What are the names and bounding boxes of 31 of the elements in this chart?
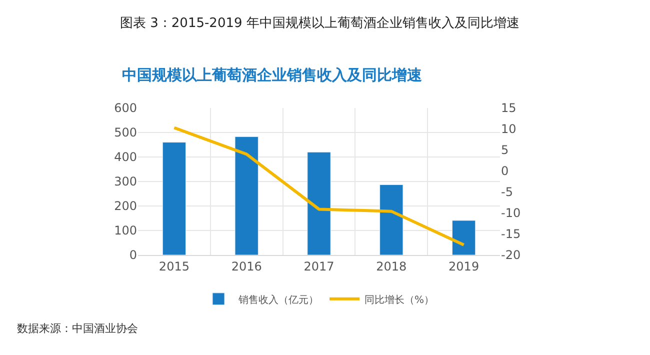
source-note: 数据来源：中国酒业协会 <box>17 322 138 335</box>
y-tick-label: 200 <box>114 199 137 214</box>
y2-tick-label: 15 <box>501 101 516 116</box>
y2-tick-label: 5 <box>501 143 509 158</box>
bar <box>162 142 186 255</box>
y-tick-label: 300 <box>114 174 137 189</box>
y-tick-label: 400 <box>114 150 137 164</box>
x-tick-label: 2019 <box>448 259 480 274</box>
bar <box>380 184 404 255</box>
x-tick-label: 2017 <box>304 259 334 274</box>
x-tick-label: 2018 <box>376 259 407 274</box>
y2-tick-label: 10 <box>501 122 516 136</box>
legend-label: 同比增长（%） <box>364 294 434 306</box>
bar <box>234 136 258 255</box>
y2-tick-label: -20 <box>501 248 521 262</box>
y2-tick-label: 0 <box>501 164 509 178</box>
y-tick-label: 500 <box>114 126 137 140</box>
legend-label: 销售收入（亿元） <box>238 294 318 306</box>
bar <box>307 152 331 255</box>
y-tick-label: 100 <box>114 224 137 238</box>
y2-tick-label: -10 <box>501 206 521 220</box>
y-tick-label: 600 <box>114 101 137 116</box>
x-tick-label: 2015 <box>158 259 190 274</box>
y2-tick-label: -15 <box>501 227 521 242</box>
chart-title: 图表 3：2015-2019 年中国规模以上葡萄酒企业销售收入及同比增速 <box>120 16 520 31</box>
x-tick-label: 2016 <box>231 259 262 274</box>
chart-subtitle: 中国规模以上葡萄酒企业销售收入及同比增速 <box>122 66 423 84</box>
line-series <box>172 126 466 246</box>
y2-tick-label: -5 <box>501 185 513 200</box>
y-tick-label: 0 <box>129 248 137 262</box>
bar <box>452 220 476 255</box>
